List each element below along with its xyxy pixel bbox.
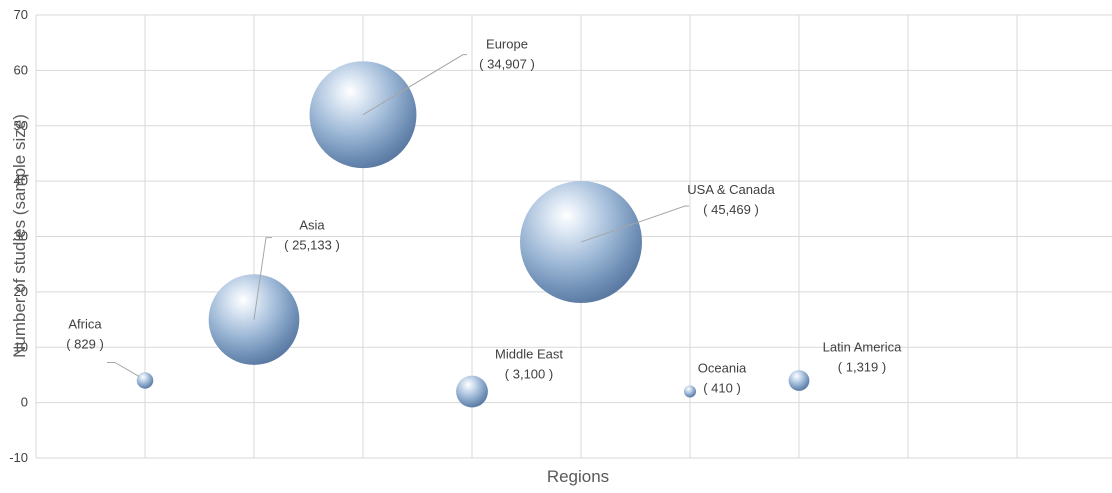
bubble-region-label: Latin America <box>823 339 903 354</box>
y-tick-label: -10 <box>9 450 28 465</box>
y-tick-label: 10 <box>14 339 28 354</box>
y-tick-label: 50 <box>14 118 28 133</box>
bubble-region-label: USA & Canada <box>687 182 775 197</box>
leader-line <box>253 237 272 320</box>
leader-line <box>362 54 467 116</box>
bubble-sample-label: ( 410 ) <box>703 381 741 396</box>
y-axis-ticks: -10 0 10 20 30 40 50 60 70 <box>9 7 28 465</box>
y-axis-title: Number of studies (sample size) <box>10 114 29 358</box>
y-tick-label: 70 <box>14 7 28 22</box>
bubble-sample-label: ( 45,469 ) <box>703 202 759 217</box>
data-labels: Africa ( 829 ) Asia ( 25,133 ) Europe ( 34,90… <box>66 37 902 396</box>
bubbles <box>136 61 810 408</box>
bubble <box>788 370 810 391</box>
y-tick-label: 60 <box>14 62 28 77</box>
leader-lines <box>107 54 689 377</box>
bubble-sample-label: ( 1,319 ) <box>838 359 886 374</box>
bubble-sample-label: ( 829 ) <box>66 336 104 351</box>
y-tick-label: 30 <box>14 229 28 244</box>
bubble-sample-label: ( 3,100 ) <box>505 367 553 382</box>
y-tick-label: 40 <box>14 173 28 188</box>
leader-line <box>580 205 689 243</box>
bubble-region-label: Oceania <box>698 361 747 376</box>
bubble-region-label: Middle East <box>495 347 563 362</box>
bubble-sample-label: ( 25,133 ) <box>284 238 340 253</box>
bubble <box>684 385 696 398</box>
y-tick-label: 0 <box>21 395 28 410</box>
bubble-sample-label: ( 34,907 ) <box>479 57 535 72</box>
y-tick-label: 20 <box>14 284 28 299</box>
bubble-region-label: Africa <box>68 316 102 331</box>
bubble-region-label: Asia <box>299 218 325 233</box>
bubble <box>136 372 154 389</box>
leader-line <box>107 361 140 377</box>
bubble-region-label: Europe <box>486 37 528 52</box>
bubble <box>456 375 488 408</box>
x-axis-title: Regions <box>547 467 609 486</box>
